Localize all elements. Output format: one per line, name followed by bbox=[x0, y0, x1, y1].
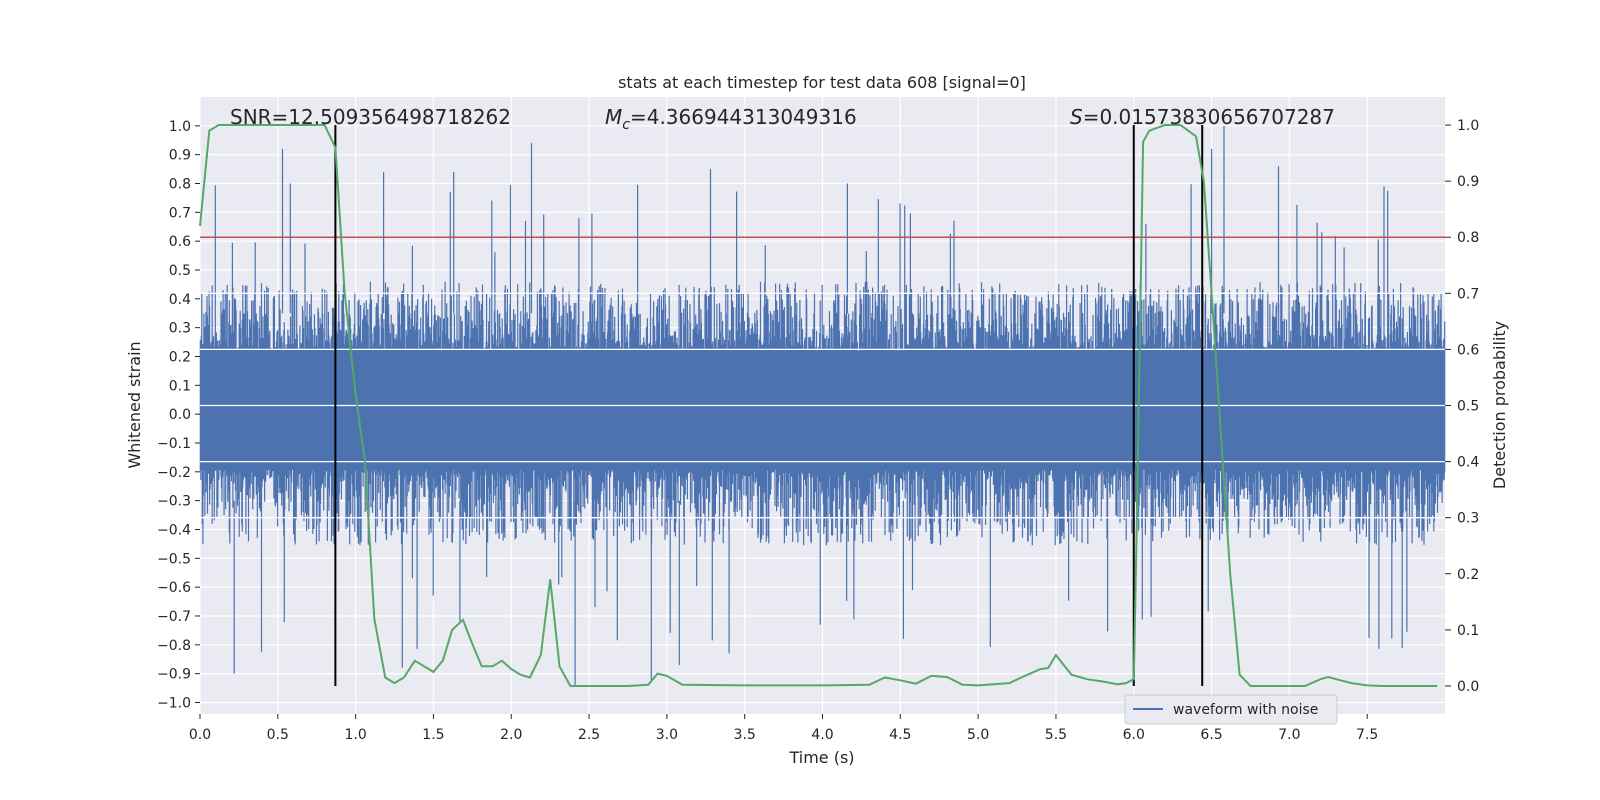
x-tick-label: 5.5 bbox=[1045, 727, 1067, 743]
chirp-mass-value: =4.366944313049316 bbox=[630, 105, 857, 129]
y-tick-label-right: 0.5 bbox=[1457, 399, 1479, 415]
y-tick-label: −0.5 bbox=[157, 551, 191, 567]
x-tick-label: 0.0 bbox=[189, 727, 211, 743]
y-tick-label-right: 0.4 bbox=[1457, 455, 1479, 471]
chirp-mass-symbol: M bbox=[605, 105, 622, 129]
y-tick-label: −0.3 bbox=[157, 494, 191, 510]
x-tick-label: 1.5 bbox=[422, 727, 444, 743]
x-tick-label: 6.0 bbox=[1123, 727, 1145, 743]
y-tick-label-right: 0.6 bbox=[1457, 342, 1479, 358]
x-tick-label: 6.5 bbox=[1200, 727, 1222, 743]
y-axis-label-right: Detection probability bbox=[1490, 321, 1509, 489]
s-value: =0.01573830656707287 bbox=[1083, 105, 1335, 129]
y-tick-label: 0.2 bbox=[169, 349, 191, 365]
y-tick-label-right: 0.3 bbox=[1457, 511, 1479, 527]
y-tick-label: 0.5 bbox=[169, 263, 191, 279]
y-axis-label: Whitened strain bbox=[125, 341, 144, 468]
axes: 0.0 0.5 1.0 1.5 2.0 2.5 3.0 3.5 4.0 4.5 5.0 5.5 6.0 6… bbox=[157, 118, 1479, 743]
y-tick-label: 0.3 bbox=[169, 321, 191, 337]
y-tick-label: 0.4 bbox=[169, 292, 191, 308]
x-tick-label: 0.5 bbox=[267, 727, 289, 743]
y-tick-label: −0.9 bbox=[157, 667, 191, 683]
y-tick-label: 0.1 bbox=[169, 378, 191, 394]
legend-label-waveform: waveform with noise bbox=[1173, 702, 1318, 718]
y-tick-label-right: 1.0 bbox=[1457, 118, 1479, 134]
x-tick-label: 4.0 bbox=[811, 727, 833, 743]
y-tick-label-right: 0.7 bbox=[1457, 286, 1479, 302]
x-tick-label: 7.0 bbox=[1278, 727, 1300, 743]
snr-annotation: SNR=12.509356498718262 bbox=[230, 105, 511, 129]
overlays bbox=[199, 124, 1445, 687]
y-tick-label: 0.7 bbox=[169, 205, 191, 221]
y-tick-label: −1.0 bbox=[157, 695, 191, 711]
y-tick-label: −0.4 bbox=[157, 522, 191, 538]
y-tick-label: −0.7 bbox=[157, 609, 191, 625]
x-axis-label: Time (s) bbox=[788, 748, 854, 767]
y-tick-label: 0.8 bbox=[169, 176, 191, 192]
y-tick-label-right: 0.9 bbox=[1457, 174, 1479, 190]
y-tick-label-right: 0.8 bbox=[1457, 230, 1479, 246]
x-tick-label: 3.0 bbox=[656, 727, 678, 743]
x-tick-label: 2.0 bbox=[500, 727, 522, 743]
y-tick-label: 1.0 bbox=[169, 119, 191, 135]
detection-probability-line bbox=[199, 124, 1438, 687]
y-tick-label: 0.0 bbox=[169, 407, 191, 423]
y-tick-label-right: 0.1 bbox=[1457, 623, 1479, 639]
legend: waveform with noise bbox=[1124, 694, 1338, 725]
y-tick-label-right: 0.2 bbox=[1457, 567, 1479, 583]
y-tick-label: −0.1 bbox=[157, 436, 191, 452]
y-tick-label: −0.8 bbox=[157, 638, 191, 654]
chirp-mass-subscript: c bbox=[622, 117, 630, 133]
y-tick-label: 0.6 bbox=[169, 234, 191, 250]
x-tick-label: 2.5 bbox=[578, 727, 600, 743]
y-tick-label: 0.9 bbox=[169, 148, 191, 164]
x-tick-label: 3.5 bbox=[734, 727, 756, 743]
legend-box bbox=[1124, 694, 1338, 725]
y-tick-label-right: 0.0 bbox=[1457, 679, 1479, 695]
y-tick-label: −0.6 bbox=[157, 580, 191, 596]
x-tick-label: 5.0 bbox=[967, 727, 989, 743]
x-tick-label: 7.5 bbox=[1356, 727, 1378, 743]
s-annotation: S=0.01573830656707287 bbox=[1070, 105, 1335, 129]
chirp-mass-annotation: Mc=4.366944313049316 bbox=[605, 105, 857, 133]
chart-title: stats at each timestep for test data 608… bbox=[618, 73, 1026, 92]
x-tick-label: 1.0 bbox=[344, 727, 366, 743]
s-symbol: S bbox=[1070, 105, 1083, 129]
x-tick-label: 4.5 bbox=[889, 727, 911, 743]
y-tick-label: −0.2 bbox=[157, 465, 191, 481]
